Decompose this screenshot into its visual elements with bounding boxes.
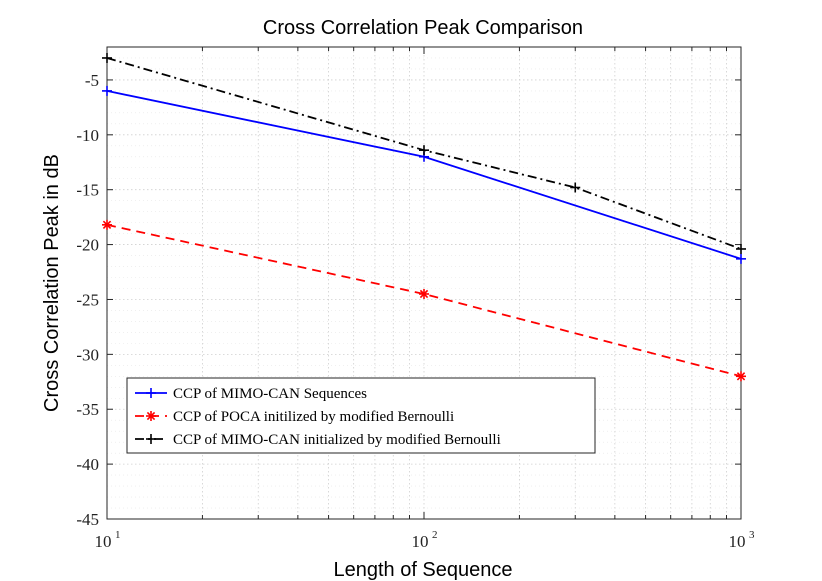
series-marker	[736, 243, 746, 254]
y-tick-label: -20	[76, 236, 99, 255]
legend: CCP of MIMO-CAN Sequences CCP of POCA ini…	[126, 377, 596, 454]
series-line	[106, 57, 742, 250]
y-tick-label: -40	[76, 455, 99, 474]
x-tick-exponent: 1	[115, 529, 121, 541]
series-marker	[736, 253, 746, 264]
series-1	[102, 85, 746, 264]
y-tick-label: -15	[76, 181, 99, 200]
legend-entry: CCP of MIMO-CAN initialized by modified …	[135, 432, 501, 448]
x-tick-exponent: 3	[749, 529, 755, 541]
x-tick-label: 10	[412, 532, 429, 551]
legend-label: CCP of MIMO-CAN Sequences	[173, 386, 367, 402]
chart-title: Cross Correlation Peak Comparison	[263, 17, 583, 39]
y-axis-label: Cross Correlation Peak in dB	[41, 154, 63, 412]
legend-entry: CCP of MIMO-CAN Sequences	[135, 386, 367, 402]
series-marker	[146, 388, 156, 398]
y-tick-label: -30	[76, 345, 99, 364]
x-axis-label: Length of Sequence	[333, 559, 512, 581]
x-tick-label: 10	[729, 532, 746, 551]
legend-entry: CCP of POCA initilized by modified Berno…	[135, 409, 454, 425]
series-marker	[419, 288, 429, 299]
y-tick-label: -35	[76, 400, 99, 419]
series-marker	[102, 52, 112, 63]
y-tick-label: -25	[76, 290, 99, 309]
series-marker	[102, 85, 112, 96]
series-marker	[736, 371, 746, 382]
y-tick-label: -5	[85, 71, 99, 90]
series-marker	[570, 182, 581, 193]
legend-label: CCP of POCA initilized by modified Berno…	[173, 409, 454, 425]
series-2	[102, 219, 746, 382]
series-marker	[419, 145, 429, 156]
legend-box	[126, 377, 596, 454]
series-marker	[102, 219, 112, 230]
series-group	[102, 52, 746, 382]
series-marker	[146, 434, 156, 444]
x-tick-exponent: 2	[432, 529, 438, 541]
x-tick-label: 10	[95, 532, 112, 551]
series-marker	[146, 411, 156, 421]
series-3	[102, 52, 746, 254]
legend-label: CCP of MIMO-CAN initialized by modified …	[173, 432, 501, 448]
series-line	[106, 223, 742, 378]
y-tick-label: -45	[76, 510, 99, 529]
y-tick-label: -10	[76, 126, 99, 145]
